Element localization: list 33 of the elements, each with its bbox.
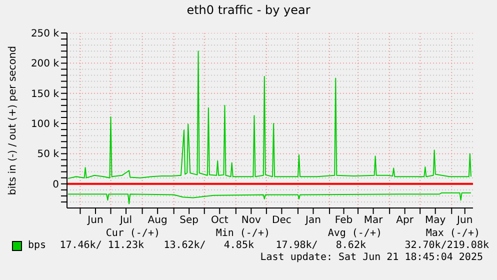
x-tick-label: Jun — [86, 215, 104, 226]
x-tick-label: Mar — [364, 215, 384, 226]
y-tick-label: 250 k — [30, 28, 60, 40]
x-tick-label: Aug — [148, 215, 168, 226]
x-tick-label: Sep — [180, 215, 199, 226]
text: Last update: Sat Jun 21 18:45:04 2025 — [260, 252, 483, 263]
y-axis-title: bits in (-) / out (+) per second — [8, 46, 19, 196]
text: 32.70k/219.08k — [404, 240, 489, 251]
x-tick-label: Nov — [241, 215, 262, 226]
x-tick-label: Jan — [304, 215, 321, 226]
x-tick-label: Jul — [118, 215, 132, 226]
x-tick-label: Oct — [210, 215, 228, 226]
line-series — [68, 50, 472, 179]
y-tick-label: 0 — [52, 179, 59, 190]
x-tick-label: May — [425, 215, 446, 226]
text: 17.46k/ 11.23k — [60, 240, 144, 251]
text: Max (-/+) — [426, 228, 480, 239]
x-tick-label: Apr — [396, 215, 414, 226]
text: 13.62k/ 4.85k — [162, 240, 254, 251]
chart-title: eth0 traffic - by year — [186, 3, 312, 17]
y-tick-label: 100 k — [30, 119, 60, 130]
y-tick-label: 50 k — [37, 149, 60, 160]
text: Avg (-/+) — [326, 228, 382, 239]
x-tick-label: Dec — [272, 215, 292, 226]
legend-label: bps — [28, 240, 46, 251]
x-tick-label: Jun — [456, 215, 473, 226]
x-tick-label: Feb — [334, 215, 353, 226]
text: Cur (-/+) — [104, 228, 160, 239]
y-tick-label: 150 k — [30, 88, 60, 100]
text: Min (-/+) — [214, 228, 270, 239]
text: 17.98k/ 8.62k — [274, 240, 366, 251]
line-series — [68, 192, 472, 204]
y-tick-label: 200 k — [30, 58, 60, 70]
